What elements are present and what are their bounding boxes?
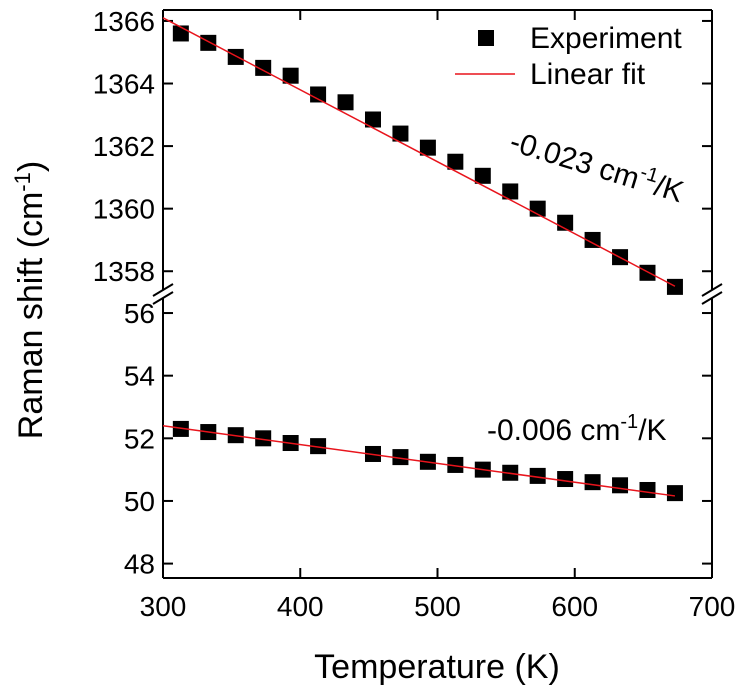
- x-tick-label: 700: [689, 591, 736, 622]
- annotation-end: /K: [638, 414, 666, 447]
- data-point: [227, 48, 244, 65]
- data-point: [666, 485, 683, 502]
- annotation: -0.023 cm-1/K: [506, 122, 688, 209]
- data-point: [200, 34, 217, 51]
- x-axis-label: Temperature (K): [314, 648, 560, 686]
- data-point: [364, 111, 381, 128]
- data-point: [557, 471, 574, 488]
- data-point: [337, 94, 354, 111]
- y-tick-label: 1358: [93, 256, 155, 287]
- y-axis-label-sup: -1: [10, 172, 35, 192]
- y-axis-label-end: ): [12, 161, 50, 172]
- y-tick-label: 1364: [93, 69, 155, 100]
- y-tick-label: 1360: [93, 194, 155, 225]
- x-tick-label: 400: [277, 591, 324, 622]
- data-point: [529, 467, 546, 484]
- data-point: [447, 456, 464, 473]
- y-tick-label: 56: [124, 298, 155, 329]
- data-point: [392, 449, 409, 466]
- axis-break: [152, 283, 174, 297]
- fit-line: [162, 425, 676, 497]
- y-tick-label: 54: [124, 361, 155, 392]
- data-point: [639, 264, 656, 281]
- data-point: [639, 481, 656, 498]
- x-tick-label: 300: [140, 591, 187, 622]
- data-point: [255, 430, 272, 447]
- axis-break: [701, 291, 723, 305]
- y-tick-label: 1362: [93, 131, 155, 162]
- y-tick-label: 50: [124, 486, 155, 517]
- data-point: [447, 153, 464, 170]
- axis-break: [152, 291, 174, 305]
- y-axis-label: Raman shift (cm-1): [10, 161, 50, 439]
- data-point: [419, 139, 436, 156]
- data-point: [282, 67, 299, 84]
- annotation-sup: -1: [638, 161, 661, 187]
- annotation-text: -0.023 cm: [506, 125, 643, 196]
- annotation: -0.006 cm-1/K: [487, 411, 667, 447]
- legend-label: Experiment: [530, 22, 682, 55]
- y-tick-label: 52: [124, 423, 155, 454]
- y-tick-label: 1366: [93, 6, 155, 37]
- data-point: [584, 231, 601, 248]
- axis-break: [701, 283, 723, 297]
- data-point: [666, 278, 683, 295]
- data-point: [392, 125, 409, 142]
- data-point: [310, 438, 327, 455]
- y-axis-label-text: Raman shift (cm: [12, 192, 50, 440]
- y-tick-label: 48: [124, 549, 155, 580]
- data-point: [584, 474, 601, 491]
- x-tick-label: 500: [414, 591, 461, 622]
- legend-label: Linear fit: [530, 58, 646, 91]
- annotation-sup: -1: [620, 411, 638, 433]
- data-point: [474, 167, 491, 184]
- annotation-text: -0.006 cm: [487, 414, 620, 447]
- data-point: [310, 86, 327, 103]
- x-tick-label: 600: [551, 591, 598, 622]
- fit-line: [162, 17, 676, 287]
- data-point: [502, 183, 519, 200]
- legend-marker: [478, 30, 494, 46]
- data-point: [612, 477, 629, 494]
